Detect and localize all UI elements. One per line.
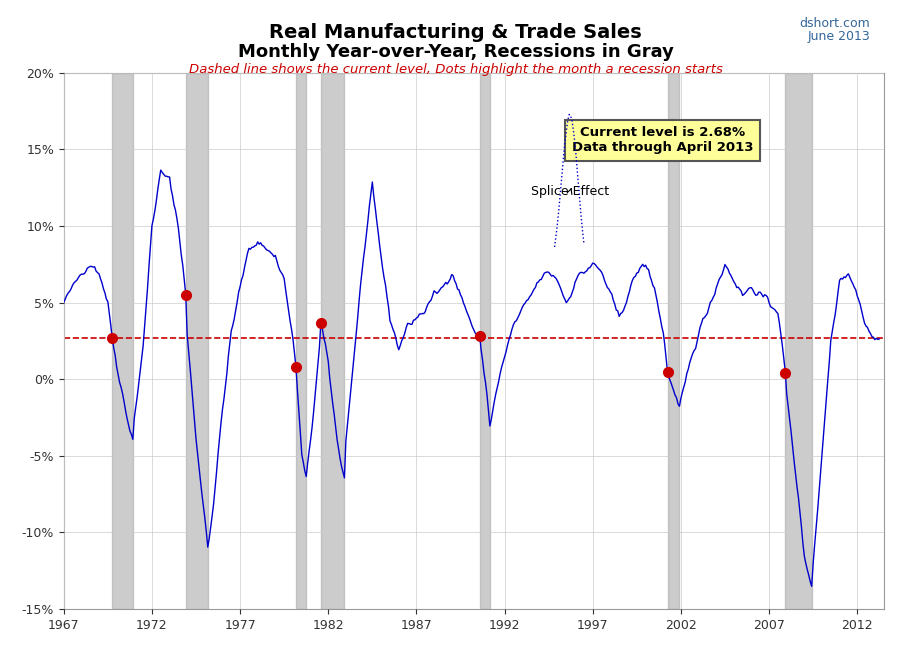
Bar — [321, 73, 344, 609]
Text: Monthly Year-over-Year, Recessions in Gray: Monthly Year-over-Year, Recessions in Gr… — [238, 43, 673, 61]
Text: Current level is 2.68%
Data through April 2013: Current level is 2.68% Data through Apri… — [571, 126, 753, 154]
Text: Splice Effect: Splice Effect — [531, 185, 609, 199]
Bar — [668, 73, 680, 609]
Text: dshort.com: dshort.com — [799, 17, 870, 30]
Text: Dashed line shows the current level, Dots highlight the month a recession starts: Dashed line shows the current level, Dot… — [189, 63, 722, 76]
Bar — [479, 73, 490, 609]
Text: Real Manufacturing & Trade Sales: Real Manufacturing & Trade Sales — [269, 23, 642, 42]
Bar — [296, 73, 306, 609]
Bar — [112, 73, 133, 609]
Bar — [785, 73, 812, 609]
Bar — [186, 73, 208, 609]
Text: June 2013: June 2013 — [807, 30, 870, 43]
